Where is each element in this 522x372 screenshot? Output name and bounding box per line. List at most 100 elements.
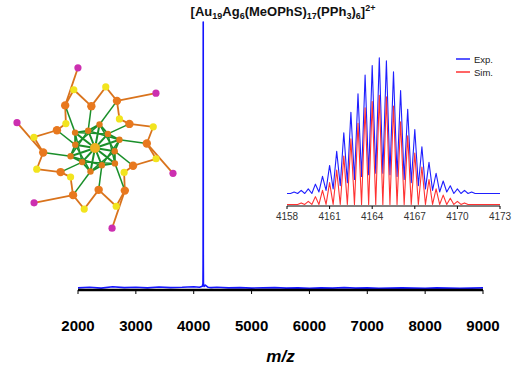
title-part: Ag	[222, 4, 239, 19]
au-p-bond	[112, 191, 125, 229]
x-tick	[287, 206, 288, 209]
x-tick-label: 6000	[293, 317, 326, 334]
x-tick-label: 4000	[177, 317, 210, 334]
title-part: [Au	[191, 4, 213, 19]
core-atom	[67, 153, 73, 159]
gold-atom	[125, 120, 133, 128]
au-p-bond	[17, 123, 43, 153]
x-tick	[372, 206, 373, 209]
core-bond	[65, 105, 75, 132]
au-p-bond	[117, 93, 156, 101]
sulfur-atom	[121, 169, 128, 176]
x-tick	[414, 206, 415, 209]
x-tick	[329, 206, 330, 209]
legend-label: Sim.	[474, 67, 493, 78]
gold-atom	[61, 101, 69, 109]
spectrum-line	[287, 58, 500, 194]
center-atom	[90, 143, 100, 153]
gold-atom	[94, 186, 102, 194]
core-atom	[99, 162, 105, 168]
core-atom	[112, 160, 118, 166]
sulfur-atom	[152, 155, 159, 162]
gold-atom	[143, 139, 151, 147]
core-atom	[85, 128, 91, 134]
phosphorus-atom	[30, 199, 37, 206]
x-tick	[309, 290, 310, 294]
title: [Au19Ag6(MeOPhS)17(PPh3)6]2+	[191, 3, 376, 21]
sulfur-atom	[102, 83, 109, 90]
legend-label: Exp.	[474, 54, 493, 65]
core-atom	[87, 168, 93, 174]
sulfur-atom	[30, 134, 37, 141]
legend: Exp. Sim.	[456, 54, 493, 78]
x-tick	[251, 290, 252, 294]
x-tick-label: 9000	[466, 317, 499, 334]
x-tick	[367, 290, 368, 294]
spectrum-line	[287, 95, 500, 204]
core-bond	[115, 163, 125, 190]
core-bond	[100, 124, 115, 151]
x-tick-label: 7000	[351, 317, 384, 334]
x-tick-label: 2000	[61, 317, 94, 334]
core-bond	[75, 145, 90, 172]
sulfur-atom	[62, 120, 69, 127]
core-bond	[100, 101, 117, 125]
core-atom	[116, 137, 122, 143]
core-atom	[111, 148, 117, 154]
core-atom	[105, 131, 111, 137]
gold-atom	[56, 168, 64, 176]
sulfur-atom	[67, 174, 74, 181]
x-axis-label: m/z	[266, 347, 295, 366]
phosphorus-atom	[74, 64, 81, 71]
x-tick	[483, 290, 484, 294]
gold-atom	[121, 186, 129, 194]
gold-atom	[113, 97, 121, 105]
x-axis	[287, 206, 500, 207]
page: {"chart_data": [ {"type": "line", "title…	[0, 0, 522, 372]
x-tick	[500, 206, 501, 209]
sulfur-atom	[150, 123, 157, 130]
core-atom	[96, 121, 102, 127]
x-tick	[193, 290, 194, 294]
phosphorus-atom	[169, 170, 176, 177]
gold-atom	[53, 126, 61, 134]
x-tick	[457, 206, 458, 209]
title-part: 17	[307, 11, 317, 21]
gold-atom	[87, 102, 95, 110]
legend-swatch	[456, 71, 470, 73]
core-bond	[73, 172, 90, 196]
x-tick-label: 4170	[446, 211, 469, 222]
legend-swatch	[456, 58, 470, 60]
phosphorus-atom	[13, 119, 20, 126]
x-tick-label: 8000	[408, 317, 441, 334]
gold-atom	[129, 162, 137, 170]
plot-area	[287, 58, 500, 205]
phosphorus-atom	[108, 225, 115, 232]
x-tick-label: 4167	[404, 211, 427, 222]
core-bond	[75, 133, 108, 134]
title-part: 19	[212, 11, 222, 21]
background	[0, 0, 522, 372]
x-tick-label: 5000	[235, 317, 268, 334]
title-part: 2+	[365, 3, 375, 13]
x-axis	[78, 289, 483, 292]
x-tick	[425, 290, 426, 294]
x-tick-label: 4164	[361, 211, 384, 222]
gold-atom	[39, 148, 47, 156]
sulfur-atom	[70, 86, 77, 93]
x-tick	[135, 290, 136, 294]
core-atom	[79, 159, 85, 165]
sulfur-atom	[33, 166, 40, 173]
au-p-bond	[65, 68, 78, 106]
x-tick-label: 4158	[276, 211, 299, 222]
phosphorus-atom	[152, 90, 159, 97]
core-bond	[82, 162, 115, 163]
x-tick-label: 4161	[318, 211, 341, 222]
core-atom	[72, 129, 78, 135]
au-p-bond	[147, 143, 173, 173]
x-tick-label: 4173	[489, 211, 512, 222]
au-p-bond	[34, 195, 73, 203]
cluster-structure	[13, 64, 176, 232]
sulfur-atom	[113, 203, 120, 210]
core-atom	[72, 142, 78, 148]
